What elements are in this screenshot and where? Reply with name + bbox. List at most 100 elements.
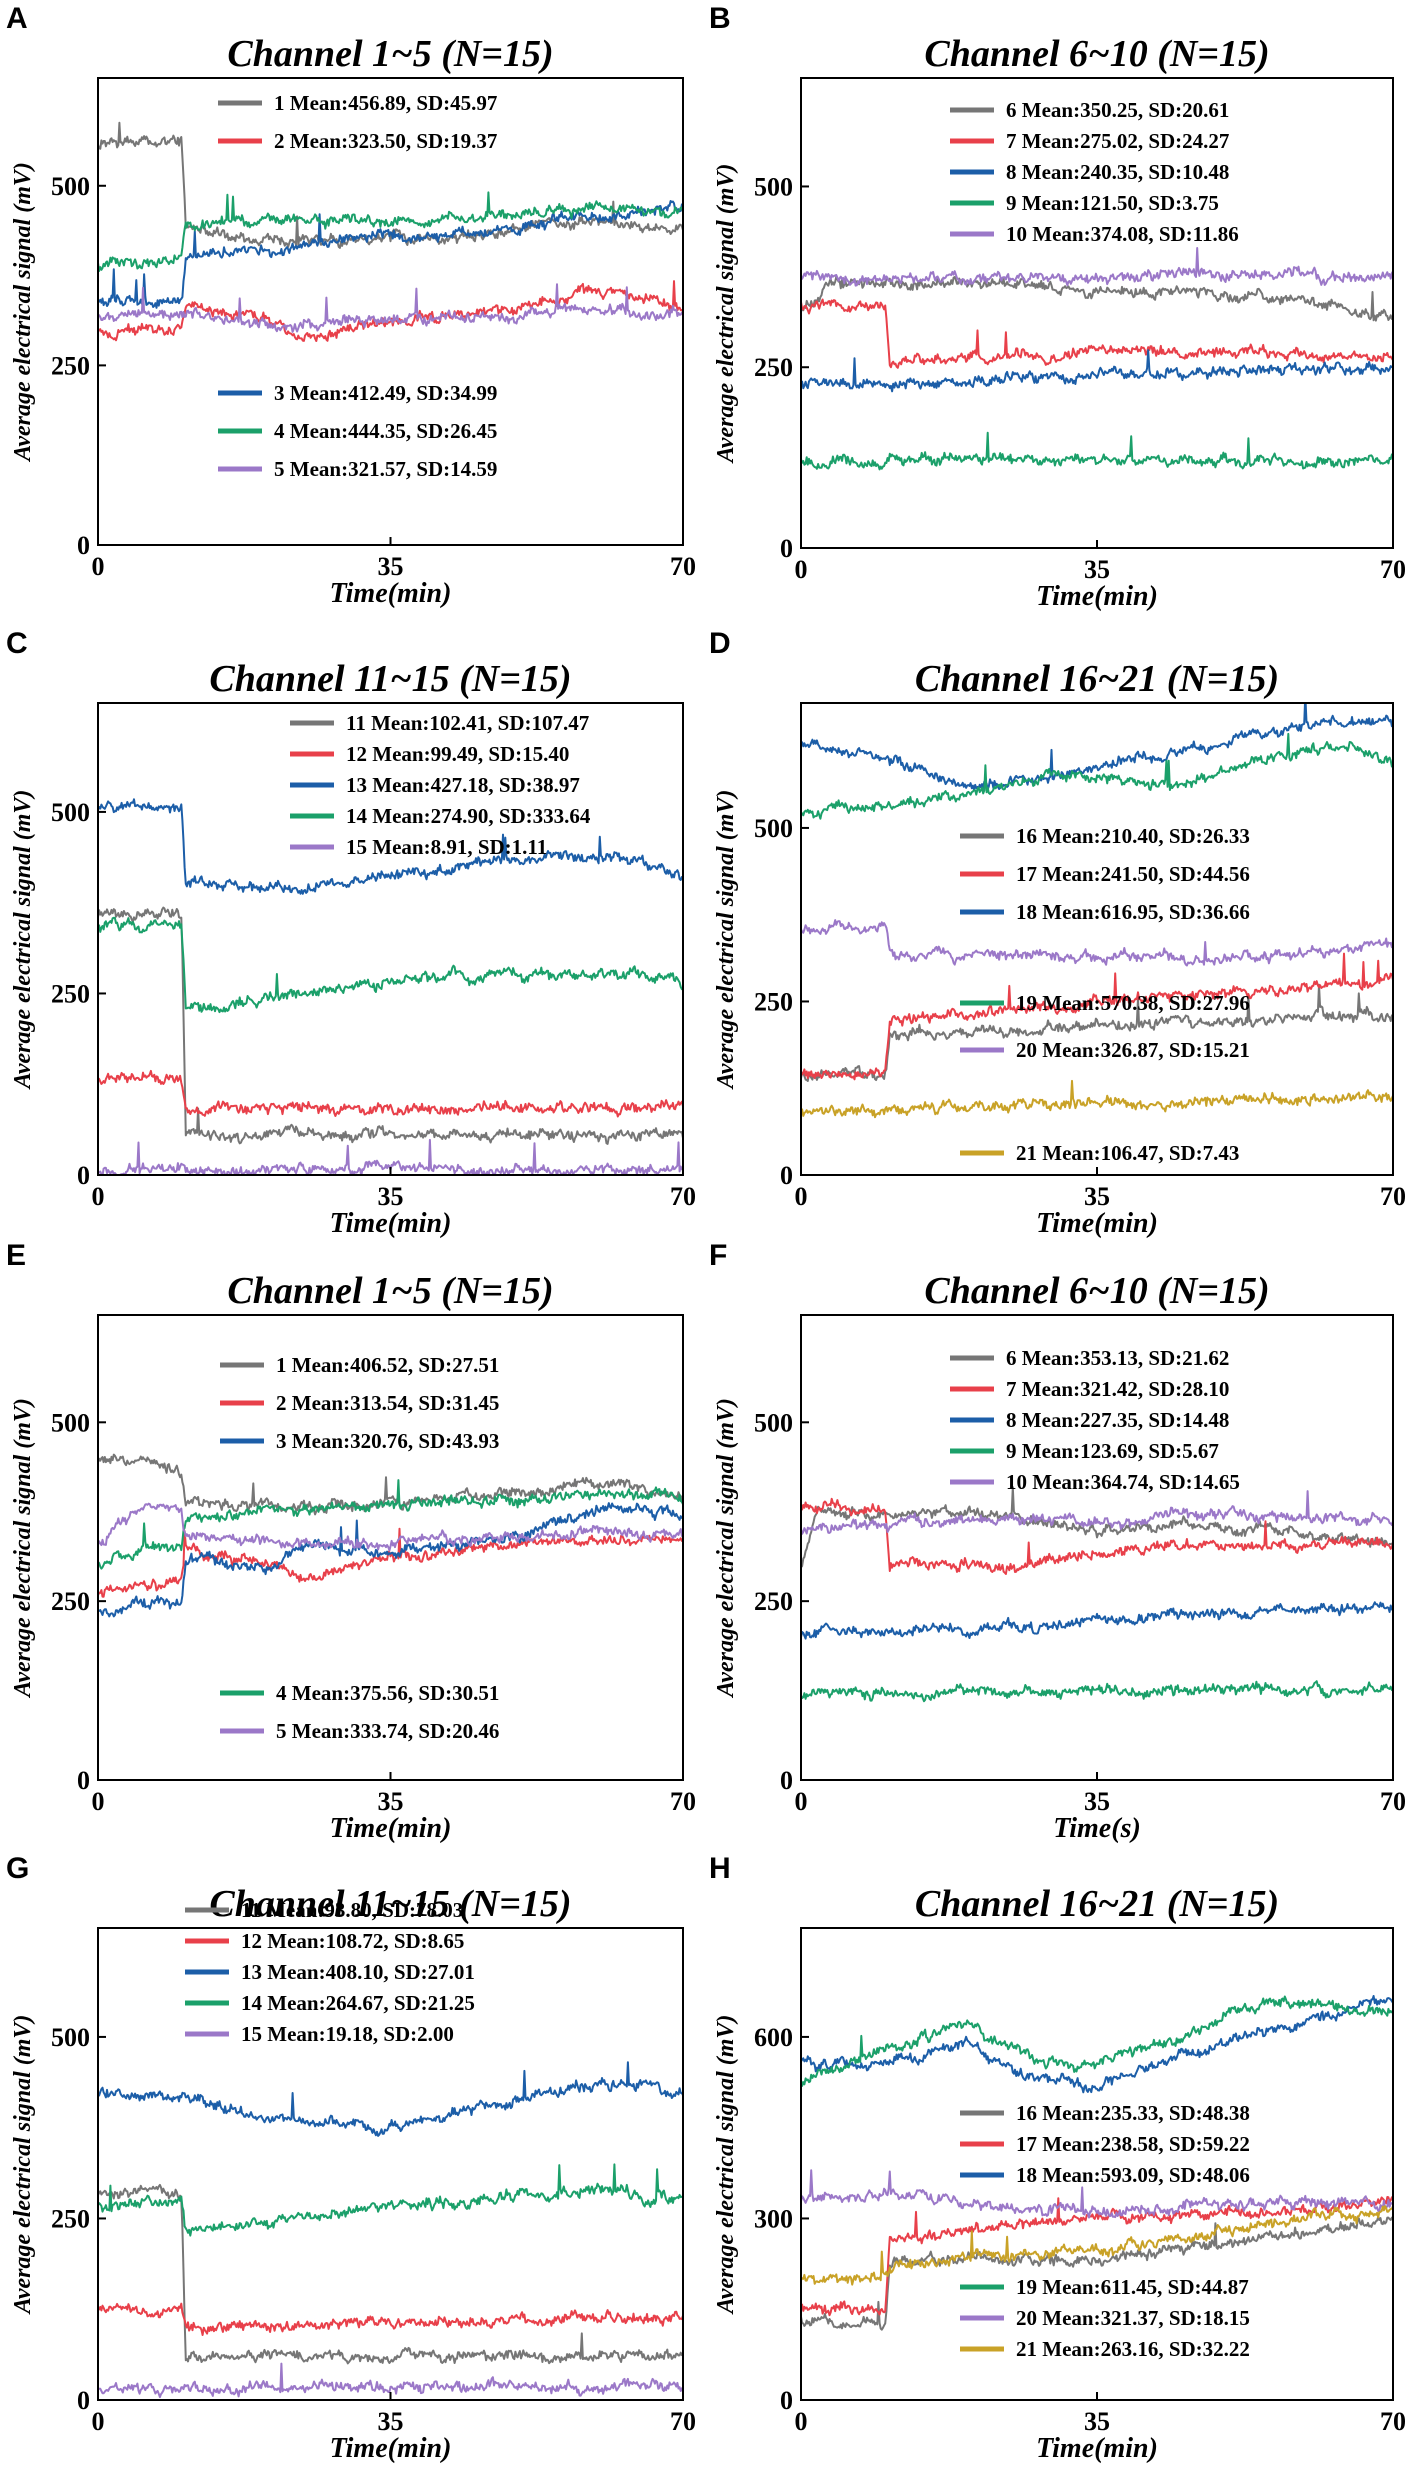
- legend-entry-6: 6 Mean:353.13, SD:21.62: [1006, 1346, 1229, 1370]
- series-line-12: [98, 1069, 683, 1118]
- series-line-11: [98, 906, 683, 1145]
- series-group: [98, 1453, 683, 1618]
- series-line-20: [801, 2169, 1393, 2219]
- panel-letter: A: [6, 2, 28, 35]
- panel-letter: G: [6, 1852, 29, 1885]
- legend-entry-7: 7 Mean:275.02, SD:24.27: [1006, 129, 1229, 153]
- y-axis-label: Average electrical signal (mV): [713, 790, 739, 1091]
- y-tick-label: 500: [51, 1408, 90, 1437]
- x-tick-label: 35: [1084, 1182, 1110, 1211]
- x-tick-label: 0: [795, 2407, 808, 2436]
- y-axis-label: Average electrical signal (mV): [10, 162, 36, 463]
- legend-entry-17: 17 Mean:241.50, SD:44.56: [1016, 862, 1250, 886]
- series-line-1: [98, 1453, 683, 1516]
- legend-entry-18: 18 Mean:616.95, SD:36.66: [1016, 900, 1250, 924]
- legend: 6 Mean:350.25, SD:20.61 7 Mean:275.02, SD…: [950, 98, 1239, 246]
- series-line-16: [801, 983, 1393, 1082]
- series-line-2: [98, 280, 683, 342]
- legend-entry-2: 2 Mean:313.54, SD:31.45: [276, 1391, 499, 1415]
- y-tick-label: 250: [754, 1587, 793, 1616]
- legend-entry-12: 12 Mean:99.49, SD:15.40: [346, 742, 569, 766]
- y-tick-label: 0: [77, 1766, 90, 1795]
- x-tick-label: 0: [795, 555, 808, 584]
- y-axis-label: Average electrical signal (mV): [713, 2015, 739, 2316]
- plot-frame: [800, 702, 1394, 1176]
- series-group: [98, 121, 683, 342]
- legend-entry-10: 10 Mean:374.08, SD:11.86: [1006, 222, 1239, 246]
- legend-entry-9: 9 Mean:123.69, SD:5.67: [1006, 1439, 1219, 1463]
- legend-entry-2: 2 Mean:323.50, SD:19.37: [274, 129, 497, 153]
- series-line-12: [98, 2302, 683, 2336]
- chart-title: Channel 1~5 (N=15): [227, 1270, 553, 1312]
- y-axis-label: Average electrical signal (mV): [713, 164, 739, 465]
- y-tick-label: 0: [780, 2386, 793, 2415]
- x-tick-label: 35: [378, 1182, 404, 1211]
- legend-entry-4: 4 Mean:444.35, SD:26.45: [274, 419, 497, 443]
- legend-entry-19: 19 Mean:611.45, SD:44.87: [1016, 2275, 1249, 2299]
- panel-letter: E: [6, 1239, 26, 1272]
- x-tick-label: 35: [378, 2407, 404, 2436]
- panel-letter: F: [709, 1239, 727, 1272]
- series-line-4: [98, 1479, 683, 1570]
- series-line-21: [801, 2205, 1393, 2286]
- x-tick-label: 0: [92, 552, 105, 581]
- x-tick-label: 35: [1084, 555, 1110, 584]
- chart-title: Channel 6~10 (N=15): [924, 1270, 1269, 1312]
- series-line-18: [801, 703, 1393, 791]
- chart-title: Channel 11~15 (N=15): [209, 658, 571, 700]
- x-axis-label: Time(min): [330, 2433, 452, 2464]
- legend-entry-6: 6 Mean:350.25, SD:20.61: [1006, 98, 1229, 122]
- legend-entry-1: 1 Mean:406.52, SD:27.51: [276, 1353, 499, 1377]
- legend-entry-16: 16 Mean:210.40, SD:26.33: [1016, 824, 1250, 848]
- series-line-15: [98, 2362, 683, 2399]
- x-tick-label: 35: [378, 552, 404, 581]
- series-line-19: [801, 732, 1393, 820]
- y-tick-label: 500: [754, 814, 793, 843]
- x-tick-label: 0: [92, 1787, 105, 1816]
- legend: 6 Mean:353.13, SD:21.62 7 Mean:321.42, SD…: [950, 1346, 1240, 1494]
- series-line-11: [98, 2183, 683, 2365]
- y-tick-label: 500: [51, 798, 90, 827]
- x-tick-label: 35: [1084, 2407, 1110, 2436]
- legend: 1 Mean:456.89, SD:45.97 2 Mean:323.50, SD…: [218, 91, 497, 481]
- series-line-7: [801, 1497, 1393, 1575]
- chart-panel-e: E Channel 1~5 (N=15) 0 35 70 0 250 500 Time(min)…: [6, 1239, 696, 1844]
- x-tick-label: 70: [670, 552, 696, 581]
- series-line-9: [801, 431, 1393, 471]
- x-tick-label: 0: [795, 1787, 808, 1816]
- y-tick-label: 0: [780, 534, 793, 563]
- x-axis-label: Time(min): [1036, 1208, 1158, 1239]
- series-line-3: [98, 200, 683, 309]
- series-line-20: [801, 919, 1393, 967]
- chart-panel-f: F Channel 6~10 (N=15) 0 35 70 0 250 500 Time(s) A…: [709, 1239, 1406, 1844]
- y-tick-label: 500: [754, 172, 793, 201]
- x-axis-label: Time(min): [1036, 2433, 1158, 2464]
- y-tick-label: 500: [51, 2023, 90, 2052]
- chart-title: Channel 11~15 (N=15): [209, 1883, 571, 1925]
- y-tick-label: 250: [51, 1587, 90, 1616]
- y-tick-label: 250: [51, 2204, 90, 2233]
- y-tick-label: 300: [754, 2204, 793, 2233]
- x-tick-label: 35: [378, 1787, 404, 1816]
- chart-panel-h: H Channel 16~21 (N=15) 0 35 70 0 300 600 Time(mi…: [709, 1852, 1406, 2464]
- series-line-14: [98, 916, 683, 1014]
- x-axis-label: Time(min): [330, 1208, 452, 1239]
- x-tick-label: 0: [795, 1182, 808, 1211]
- series-line-5: [98, 283, 683, 333]
- series-line-13: [98, 798, 683, 895]
- series-group: [98, 798, 683, 1175]
- panel-letter: B: [709, 2, 731, 35]
- chart-title: Channel 16~21 (N=15): [915, 1883, 1279, 1925]
- x-axis-label: Time(min): [330, 1813, 452, 1844]
- chart-panel-a: A Channel 1~5 (N=15) 0 35 70 0 250 500 Time(min)…: [6, 2, 696, 609]
- x-tick-label: 70: [670, 1182, 696, 1211]
- chart-panel-g: G Channel 11~15 (N=15) 0 35 70 0 250 500 Time(mi…: [6, 1852, 696, 2464]
- legend: 11 Mean:93.80, SD:78.03 12 Mean:108.72, S…: [185, 1898, 475, 2046]
- legend-entry-12: 12 Mean:108.72, SD:8.65: [241, 1929, 464, 1953]
- y-tick-label: 600: [754, 2023, 793, 2052]
- x-axis-label: Time(min): [330, 578, 452, 609]
- series-line-8: [801, 1601, 1393, 1640]
- panel-letter: H: [709, 1852, 731, 1885]
- legend-entry-1: 1 Mean:456.89, SD:45.97: [274, 91, 497, 115]
